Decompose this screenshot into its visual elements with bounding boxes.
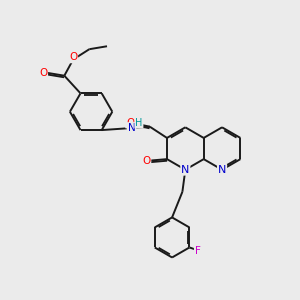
Text: F: F — [195, 246, 201, 256]
Text: O: O — [126, 118, 134, 128]
Text: N: N — [181, 165, 190, 175]
Text: N: N — [218, 165, 226, 175]
Text: N: N — [128, 123, 136, 133]
Text: H: H — [135, 118, 142, 128]
Text: O: O — [39, 68, 47, 78]
Text: O: O — [69, 52, 77, 62]
Text: O: O — [142, 156, 151, 166]
